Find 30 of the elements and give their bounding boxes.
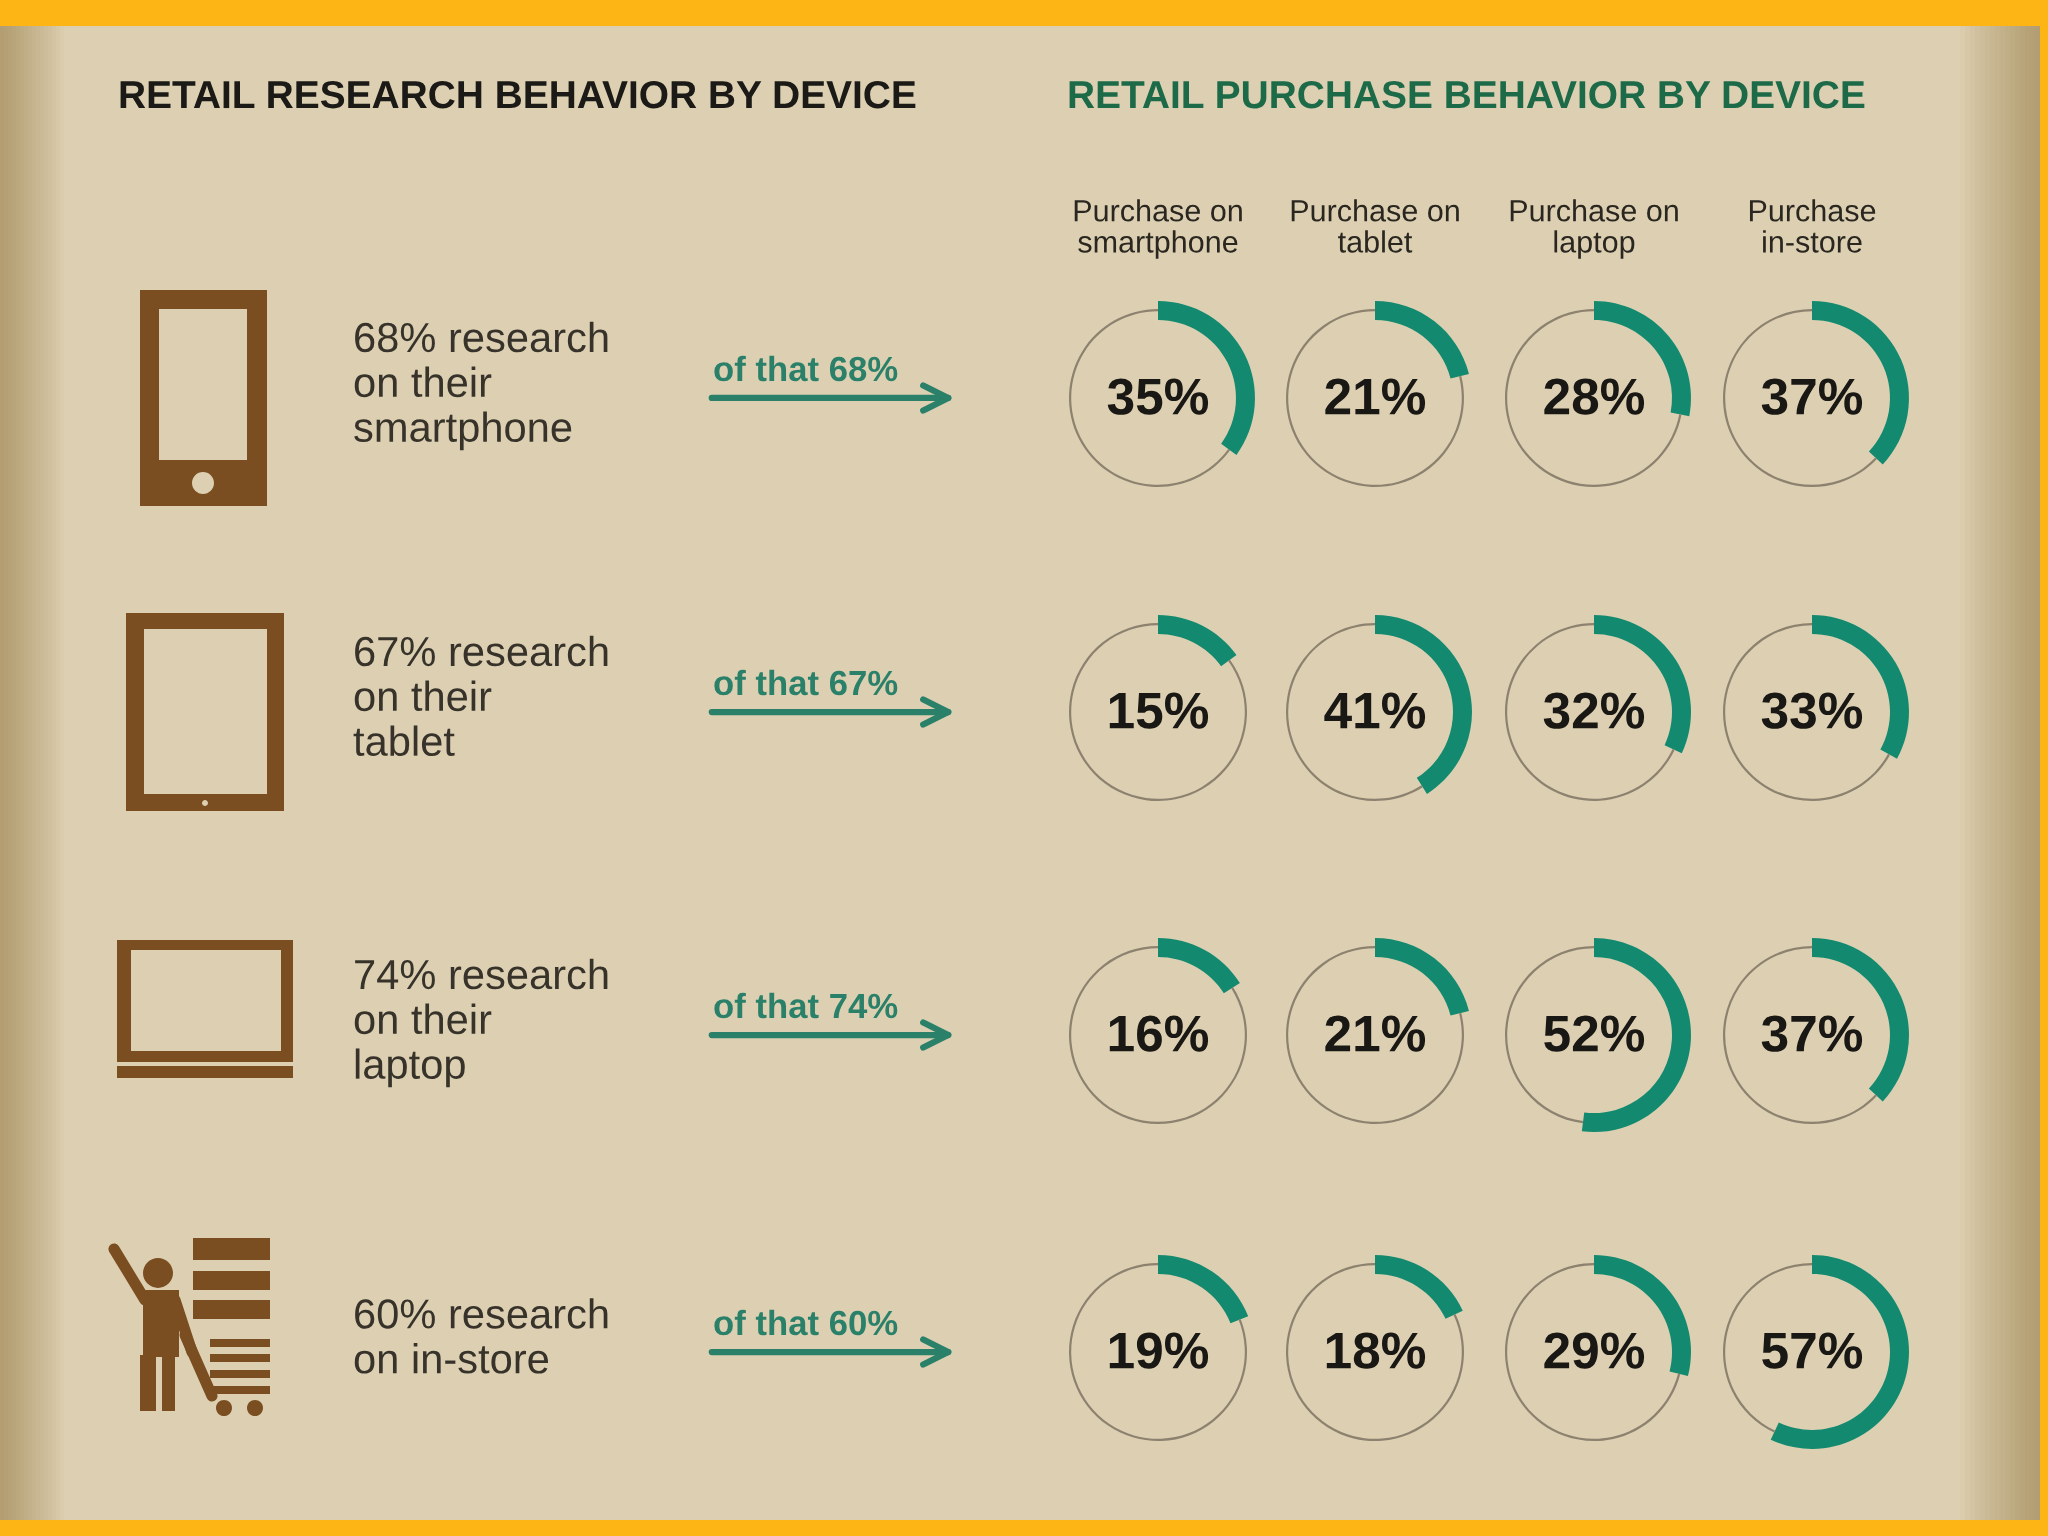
data-label: 35%: [1107, 378, 1209, 415]
data-label: 18%: [1326, 1332, 1426, 1369]
data-label: 41%: [1324, 692, 1426, 729]
text: 67% research on their tablet: [353, 635, 608, 757]
text: RETAIL PURCHASE BEHAVIOR BY DEVICE: [1069, 80, 1865, 109]
text: 74% research on their laptop: [354, 958, 608, 1088]
data-label: 57%: [1762, 1332, 1863, 1369]
data-label: 37%: [1761, 378, 1863, 415]
chart-title: Purchase in-store: [1749, 199, 1876, 253]
chart-title: Purchase on laptop: [1510, 199, 1678, 259]
text: 60% research on in-store: [354, 1298, 608, 1374]
data-label: 29%: [1544, 1332, 1645, 1369]
data-label: 21%: [1325, 1015, 1426, 1052]
data-label: 33%: [1761, 692, 1863, 729]
data-label: 15%: [1109, 692, 1209, 729]
text: of that 60%: [714, 1309, 898, 1336]
data-label: 37%: [1761, 1015, 1863, 1052]
data-label: 32%: [1543, 692, 1645, 729]
text: of that 74%: [714, 992, 898, 1019]
chart-title: Purchase on tablet: [1291, 199, 1459, 253]
text: of that 67%: [714, 669, 898, 696]
data-label: 19%: [1109, 1332, 1209, 1369]
data-label: 16%: [1109, 1015, 1209, 1052]
text: of that 68%: [714, 355, 898, 382]
data-label: 28%: [1544, 378, 1645, 415]
data-label: 52%: [1544, 1015, 1645, 1052]
data-label: 21%: [1325, 378, 1426, 415]
text: 68% research on their smartphone: [354, 321, 608, 451]
chart-title: Purchase on smartphone: [1074, 199, 1242, 259]
text: RETAIL RESEARCH BEHAVIOR BY DEVICE: [120, 80, 916, 109]
